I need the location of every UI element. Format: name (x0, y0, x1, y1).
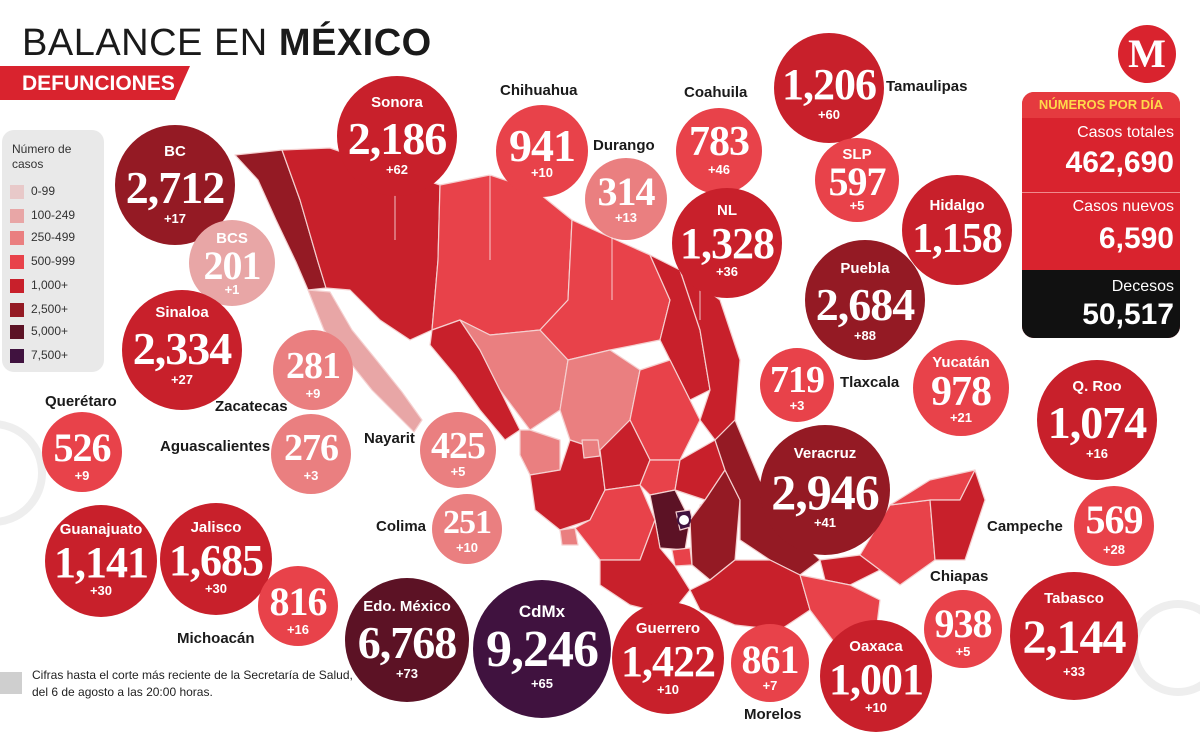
state-label-tamaulipas: Tamaulipas (886, 78, 968, 95)
state-circle-nl: NL 1,328 +36 (672, 188, 782, 298)
state-circle-zacatecas: 281 +9 (273, 330, 353, 410)
state-circle-bc: BC 2,712 +17 (115, 125, 235, 245)
state-circle-michoacan: 816 +16 (258, 566, 338, 646)
legend-swatch (10, 208, 24, 223)
legend-swatch (10, 302, 24, 317)
legend-swatch (10, 324, 24, 339)
state-circle-chihuahua: 941 +10 (496, 105, 588, 197)
legend-item: 500-999 (10, 254, 75, 269)
cdmx-marker (677, 513, 691, 527)
state-circle-bcs: BCS 201 +1 (189, 220, 275, 306)
state-label-colima: Colima (376, 518, 427, 535)
state-circle-tlaxcala: 719 +3 (760, 348, 834, 422)
state-label-aguascalientes: Aguascalientes (160, 438, 271, 455)
deaths-label: Decesos (1111, 278, 1174, 295)
legend-swatch (10, 230, 24, 245)
stats-divider (1022, 192, 1180, 193)
map-state-nayarit (519, 429, 561, 476)
state-circle-yucatan: Yucatán 978 +21 (913, 340, 1009, 436)
map-state-qroo (929, 469, 986, 561)
map-state-chihuahua (431, 174, 573, 336)
map-state-tabasco (819, 554, 881, 586)
map-state-aguascalientes (581, 439, 601, 459)
state-circle-puebla: Puebla 2,684 +88 (805, 240, 925, 360)
page-subtitle: DEFUNCIONES (22, 72, 175, 95)
state-label-morelos: Morelos (744, 706, 802, 723)
deaths-section: Decesos 50,517 (1022, 270, 1180, 338)
state-label-tlaxcala: Tlaxcala (840, 374, 900, 391)
state-label-chihuahua: Chihuahua (500, 82, 578, 99)
state-circle-cdmx: CdMx 9,246 +65 (473, 580, 611, 718)
state-circle-queretaro: 526 +9 (42, 412, 122, 492)
page-title: BALANCE EN MÉXICO (22, 22, 432, 64)
legend-item: 250-499 (10, 230, 75, 245)
state-circle-jalisco: Jalisco 1,685 +30 (160, 503, 272, 615)
state-circle-tamaulipas: 1,206 +60 (774, 33, 884, 143)
state-circle-morelos: 861 +7 (731, 624, 809, 702)
state-circle-guerrero: Guerrero 1,422 +10 (612, 602, 724, 714)
footnote-marker (0, 672, 22, 694)
state-label-chiapas: Chiapas (930, 568, 989, 585)
milenio-logo: M (1118, 25, 1176, 83)
state-circle-colima: 251 +10 (432, 494, 502, 564)
legend-swatch (10, 348, 24, 363)
state-label-nayarit: Nayarit (364, 430, 415, 447)
state-circle-campeche: 569 +28 (1074, 486, 1154, 566)
map-state-morelos (671, 547, 693, 567)
state-circle-veracruz: Veracruz 2,946 +41 (760, 425, 890, 555)
state-circle-aguascalientes: 276 +3 (271, 414, 351, 494)
total-cases-value: 462,690 (1065, 146, 1174, 179)
map-state-guerrero (599, 519, 691, 616)
legend-item: 0-99 (10, 184, 55, 199)
total-cases-label: Casos totales (1077, 124, 1174, 141)
stats-header: NÚMEROS POR DÍA (1022, 92, 1180, 118)
daily-stats-panel: NÚMEROS POR DÍA Casos totales 462,690 Ca… (1022, 92, 1180, 338)
legend-title: Número de casos (12, 142, 72, 171)
legend-swatch (10, 254, 24, 269)
deaths-value: 50,517 (1082, 298, 1174, 331)
state-circle-sinaloa: Sinaloa 2,334 +27 (122, 290, 242, 410)
state-circle-sonora: Sonora 2,186 +62 (337, 76, 457, 196)
state-circle-slp: SLP 597 +5 (815, 138, 899, 222)
footnote: Cifras hasta el corte más reciente de la… (32, 668, 353, 699)
legend-swatch (10, 278, 24, 293)
state-circle-coahuila: 783 +46 (676, 108, 762, 194)
legend-item: 7,500+ (10, 348, 68, 363)
state-circle-hidalgo: Hidalgo 1,158 (902, 175, 1012, 285)
legend-panel: Número de casos 0-99 100-249 250-499 500… (2, 130, 104, 372)
state-label-campeche: Campeche (987, 518, 1063, 535)
new-cases-value: 6,590 (1098, 222, 1174, 255)
state-circle-guanajuato: Guanajuato 1,141 +30 (45, 505, 157, 617)
state-label-durango: Durango (593, 137, 655, 154)
legend-item: 100-249 (10, 208, 75, 223)
legend-item: 5,000+ (10, 324, 68, 339)
state-label-michoacan: Michoacán (177, 630, 255, 647)
state-circle-oaxaca: Oaxaca 1,001 +10 (820, 620, 932, 732)
map-state-coahuila (539, 219, 671, 361)
legend-item: 1,000+ (10, 278, 68, 293)
state-label-queretaro: Querétaro (45, 393, 117, 410)
subtitle-bar (0, 66, 190, 100)
state-circle-qroo: Q. Roo 1,074 +16 (1037, 360, 1157, 480)
legend-swatch (10, 184, 24, 199)
state-circle-tabasco: Tabasco 2,144 +33 (1010, 572, 1138, 700)
state-circle-edomex: Edo. México 6,768 +73 (345, 578, 469, 702)
state-circle-chiapas: 938 +5 (924, 590, 1002, 668)
state-circle-durango: 314 +13 (585, 158, 667, 240)
new-cases-label: Casos nuevos (1072, 198, 1174, 215)
state-label-zacatecas: Zacatecas (215, 398, 288, 415)
legend-item: 2,500+ (10, 302, 68, 317)
state-circle-nayarit: 425 +5 (420, 412, 496, 488)
map-state-colima (559, 527, 579, 546)
state-label-coahuila: Coahuila (684, 84, 748, 101)
